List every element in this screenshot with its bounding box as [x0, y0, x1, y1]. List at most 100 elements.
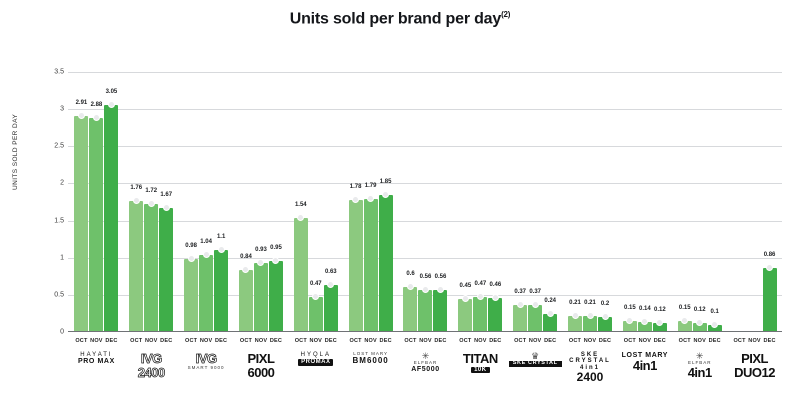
bar-value-label: 1.54 — [294, 201, 307, 208]
bar-value-label: 1.78 — [349, 183, 362, 190]
bar[interactable]: 0.37 — [528, 289, 543, 332]
bar[interactable]: 0.24 — [543, 298, 558, 332]
gridline — [68, 183, 782, 185]
bar[interactable]: 0.6 — [403, 271, 418, 332]
bar-value-label: 0.1 — [710, 308, 719, 315]
bar-group: 1.78 1.79 1.85 — [343, 72, 398, 332]
month-label-group: OCT NOV DEC — [398, 338, 453, 344]
bar[interactable]: 0.15 — [622, 305, 637, 332]
brand-logo: HAYATI PRO MAX — [69, 350, 124, 408]
bar[interactable]: 0.37 — [513, 289, 528, 332]
bar[interactable]: 0.1 — [707, 309, 722, 332]
month-label: NOV — [474, 338, 487, 344]
bar[interactable]: 3.05 — [104, 89, 119, 332]
month-label-group: OCT NOV DEC — [617, 338, 672, 344]
bar-slot: 0.24 — [543, 72, 558, 332]
bar[interactable]: 1.76 — [129, 185, 144, 332]
bar[interactable]: 0.12 — [692, 307, 707, 332]
bar-value-label: 0.14 — [639, 305, 651, 312]
bar-group: 0.98 1.04 1.1 — [179, 72, 234, 332]
month-labels-row: OCT NOV DEC OCT NOV DEC OCT NOV DEC OCT NOV DEC OCT N… — [69, 338, 782, 344]
bar-value-label: 1.72 — [145, 188, 158, 195]
bar[interactable]: 0.45 — [458, 283, 473, 332]
bar-group: 1.54 0.47 0.63 — [288, 72, 343, 332]
month-label: NOV — [309, 338, 323, 344]
brand-name-secondary: 2400 — [576, 369, 604, 384]
y-axis-tick-label: 1.5 — [54, 217, 64, 225]
month-label: NOV — [528, 338, 542, 344]
bar-marker-dot — [367, 195, 375, 203]
bar-value-label: 1.79 — [364, 183, 377, 190]
brand-logo: IVG 2400 — [124, 350, 179, 408]
brand-logo: LOST MARY BM6000 — [343, 350, 398, 408]
bar[interactable]: 0.21 — [568, 300, 583, 332]
bar[interactable]: 0.95 — [268, 245, 283, 332]
month-label: NOV — [145, 338, 158, 344]
brand-name-secondary: DUO12 — [734, 364, 775, 380]
brand-name-primary: LOST MARY — [621, 352, 669, 359]
bar[interactable]: 0.56 — [433, 274, 448, 332]
month-label: OCT — [404, 338, 417, 344]
bar[interactable]: 1.54 — [293, 202, 308, 332]
bar-value-label: 0.37 — [514, 288, 527, 295]
bar-slot: 0.63 — [323, 72, 338, 332]
bar[interactable]: 0.15 — [677, 305, 692, 332]
bar-value-label: 0.37 — [529, 288, 542, 295]
brand-logo: PIXL 6000 — [234, 350, 289, 408]
bar[interactable]: 1.79 — [363, 183, 378, 332]
bar-value-label: 2.88 — [90, 102, 103, 109]
bar[interactable]: 0.63 — [323, 269, 338, 332]
bar[interactable]: 0.56 — [418, 274, 433, 332]
bar[interactable]: 1.67 — [159, 192, 174, 332]
bar[interactable]: 1.78 — [348, 184, 363, 332]
bar-slot: 0.37 — [513, 72, 528, 332]
bar-slot — [733, 72, 747, 332]
bar[interactable]: 0.47 — [473, 281, 488, 332]
bar[interactable]: 0.14 — [637, 306, 652, 332]
bar[interactable]: 0.98 — [184, 243, 199, 332]
bar[interactable]: 2.88 — [89, 102, 104, 332]
bar-value-label: 0.24 — [544, 298, 557, 305]
bar[interactable]: 1.04 — [199, 239, 214, 332]
bar[interactable]: 0.2 — [598, 301, 613, 332]
page-title-superscript: (2) — [501, 10, 511, 19]
bar[interactable]: 0.86 — [762, 252, 777, 332]
bar-value-label: 0.12 — [693, 307, 706, 314]
bar[interactable]: 0.47 — [308, 281, 323, 332]
bar-slot: 0.98 — [184, 72, 199, 332]
month-label: NOV — [638, 338, 652, 344]
bar[interactable]: 1.72 — [144, 188, 159, 332]
month-label: NOV — [199, 338, 213, 344]
month-label: OCT — [294, 338, 307, 344]
month-label-group: OCT NOV DEC — [343, 338, 398, 344]
month-label: DEC — [708, 338, 721, 344]
month-label-group: OCT NOV DEC — [124, 338, 179, 344]
bar[interactable]: 0.93 — [253, 247, 268, 332]
brand-star-icon: ✳ — [421, 351, 430, 361]
plot-area: UNITS SOLD PER DAY 3.5 3 2.5 2 1.5 1 0.5 0 2.91… — [12, 69, 782, 336]
bar-slot: 1.85 — [378, 72, 393, 332]
month-label-group: OCT NOV DEC — [453, 338, 508, 344]
bar-marker-dot — [217, 246, 225, 254]
month-label: DEC — [434, 338, 447, 344]
bar-value-label: 0.15 — [624, 304, 636, 311]
bar[interactable]: 1.1 — [214, 234, 229, 332]
bar[interactable]: 0.84 — [238, 254, 253, 332]
bar[interactable]: 0.12 — [652, 307, 667, 332]
month-label-group: OCT NOV DEC — [508, 338, 563, 344]
brand-name-secondary: PROMAX — [298, 359, 334, 366]
bar-slot: 3.05 — [104, 72, 119, 332]
bar-groups: 2.91 2.88 3.05 1.76 1.72 1.67 0.98 1.04 1.1 0.84 0… — [69, 72, 782, 332]
bar[interactable]: 1.85 — [378, 179, 393, 332]
bar-marker-dot — [272, 257, 280, 265]
bar-value-label: 0.46 — [489, 281, 502, 288]
gridline — [68, 72, 782, 73]
bar-slot: 1.72 — [144, 72, 159, 332]
bar[interactable]: 0.21 — [583, 300, 598, 332]
month-label: OCT — [459, 338, 472, 344]
bar[interactable]: 0.46 — [488, 282, 503, 332]
bar-marker-dot — [257, 258, 265, 266]
bar[interactable]: 2.91 — [74, 100, 89, 332]
page-title-text: Units sold per brand per day — [289, 10, 502, 28]
